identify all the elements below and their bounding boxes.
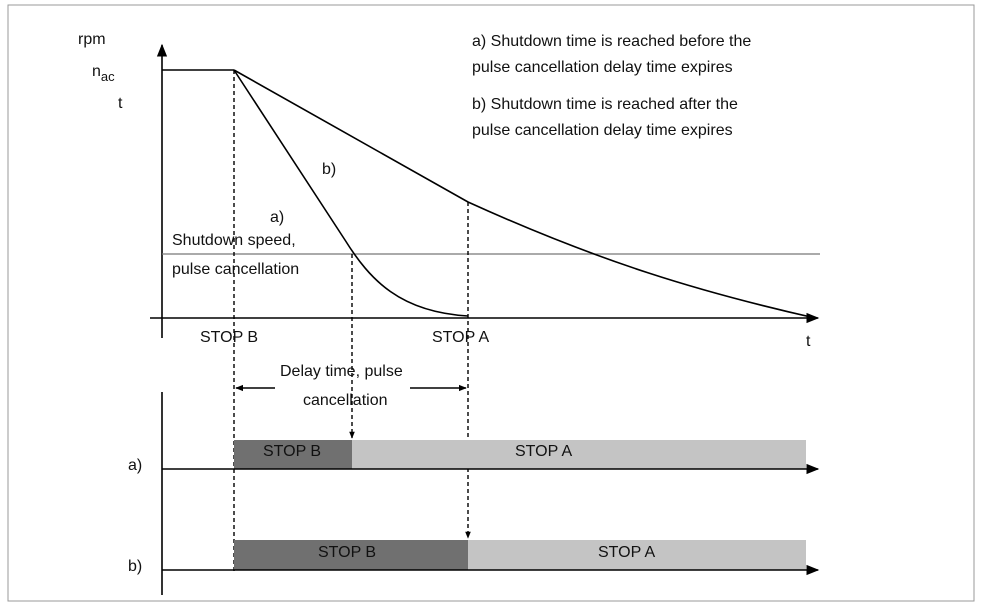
stop-label: STOP B <box>200 329 258 346</box>
stop-a-bar <box>352 440 806 469</box>
row-label: a) <box>128 457 142 474</box>
legend-line: pulse cancellation delay time expires <box>472 59 733 76</box>
stop-a-bar <box>468 540 806 570</box>
curve-label: b) <box>322 161 336 178</box>
bar-label: STOP B <box>318 544 376 561</box>
legend-line: a) Shutdown time is reached before the <box>472 33 751 50</box>
state-graph <box>161 392 820 595</box>
speed-label-main: n <box>92 63 101 80</box>
speed-graph <box>150 43 820 572</box>
bar-label: STOP A <box>598 544 656 561</box>
frame <box>7 4 975 602</box>
curve-a <box>233 69 469 317</box>
curve-label: a) <box>270 209 284 226</box>
row-label: b) <box>128 558 142 575</box>
legend-line: b) Shutdown time is reached after the <box>472 96 738 113</box>
speed-label: nac <box>92 63 115 84</box>
y-label: rpm <box>78 31 106 48</box>
legend-line: pulse cancellation delay time expires <box>472 122 733 139</box>
x-label: t <box>806 333 811 350</box>
stop-b-bar <box>234 440 352 469</box>
speed-label-sub: ac <box>101 69 115 84</box>
bar-label: STOP B <box>263 443 321 460</box>
stop-b-bar <box>234 540 468 570</box>
delay-label: cancellation <box>303 392 388 409</box>
stop-label: STOP A <box>432 329 490 346</box>
bar-label: STOP A <box>515 443 573 460</box>
threshold-label: pulse cancellation <box>172 261 299 278</box>
delay-label: Delay time, pulse <box>280 363 403 380</box>
speed-suffix: t <box>118 95 123 112</box>
threshold-label: Shutdown speed, <box>172 232 296 249</box>
curve-b <box>233 69 816 319</box>
